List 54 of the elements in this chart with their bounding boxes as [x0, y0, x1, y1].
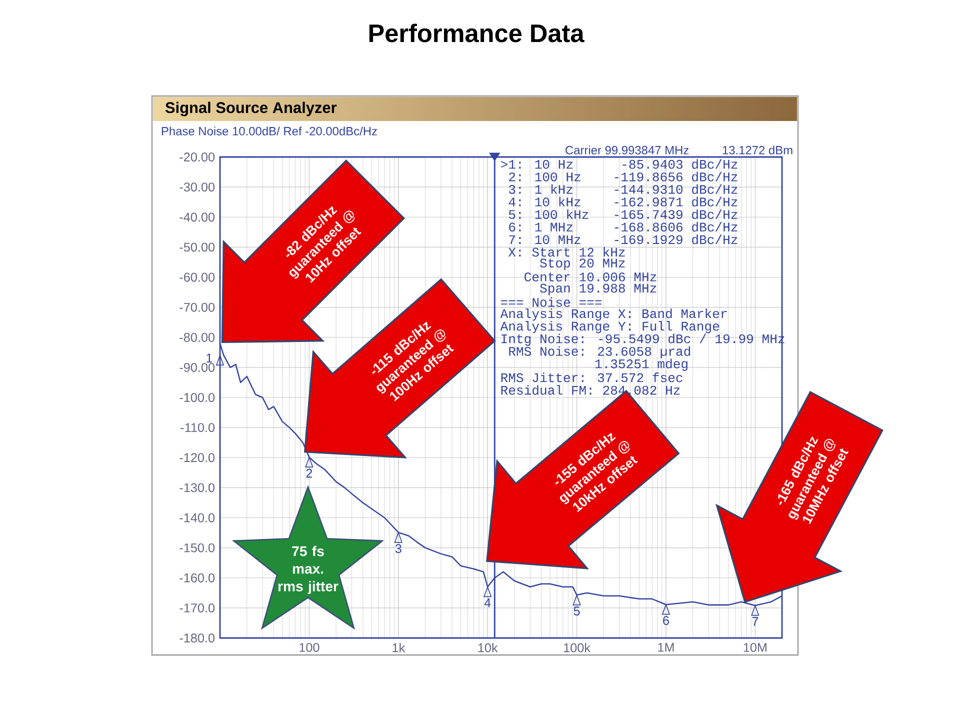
- y-tick-label: -70.00: [180, 302, 215, 312]
- annotation: Residual FM: 284.082 Hz: [501, 385, 680, 395]
- y-tick-label: -20.00: [180, 152, 215, 162]
- y-tick-label: -130.0: [180, 483, 215, 492]
- annotation: Center 10.006 MHz: [524, 272, 656, 282]
- text: 13.1272 dBm: [722, 146, 792, 154]
- annotation: 5: 100 kHz -165.7439 dBc/Hz: [508, 209, 738, 220]
- annotation: 7: [752, 617, 758, 626]
- annotation: 6: 1 MHz -168.8606 dBc/Hz: [509, 222, 738, 232]
- annotation: Analysis Range Y: Full Range: [500, 321, 720, 334]
- annotation: RMS Noise: 23.6058 µrad: [509, 346, 690, 358]
- annotation: >1: 10 Hz -85.9403 dBc/Hz: [501, 159, 738, 169]
- y-tick-label: -40.00: [180, 212, 215, 222]
- x-tick-label: 10k: [478, 642, 498, 652]
- y-tick-label: -120.0: [180, 453, 215, 462]
- x-tick-label: 100k: [564, 642, 591, 652]
- chart-subtitle: Signal Source Analyzer: [165, 102, 337, 116]
- annotation: 4: [484, 598, 491, 608]
- y-tick-label: -170.0: [180, 603, 215, 612]
- y-tick-label: -50.00: [180, 242, 215, 252]
- annotation: 1.35251 mdeg: [595, 358, 688, 371]
- annotation: 2: [306, 468, 312, 478]
- y-tick-label: -90.00: [180, 362, 215, 372]
- y-tick-label: -30.00: [180, 182, 215, 192]
- annotation: 5: [574, 606, 580, 616]
- y-tick-label: -100.0: [180, 393, 215, 402]
- y-tick-label: -160.0: [180, 573, 215, 582]
- annotation: 4: 10 kHz -162.9871 dBc/Hz: [508, 196, 738, 206]
- y-tick-label: -150.0: [180, 543, 215, 552]
- text: Carrier 99.993847 MHz: [566, 146, 689, 154]
- y-tick-label: -180.0: [180, 634, 215, 642]
- annotation: Span 19.988 MHz: [540, 284, 656, 296]
- annotation: Stop 20 MHz: [540, 258, 625, 270]
- x-tick-label: 10M: [744, 642, 766, 652]
- annotation: 7: 10 MHz -169.1929 dBc/Hz: [509, 234, 738, 244]
- x-tick-label: 100: [300, 642, 320, 652]
- y-tick-label: -60.00: [180, 272, 215, 282]
- y-tick-label: -110.0: [180, 423, 215, 432]
- x-tick-label: 1k: [392, 642, 406, 652]
- x-tick-label: 1M: [658, 642, 674, 652]
- y-tick-label: -140.0: [180, 513, 215, 522]
- annotation: 1: [206, 354, 212, 362]
- annotation: X: Start 12 kHz: [508, 247, 625, 257]
- annotation: 3: 1 kHz -144.9310 dBc/Hz: [508, 184, 738, 194]
- text: Phase Noise 10.00dB/ Ref -20.00dBc/Hz: [162, 126, 377, 136]
- annotation: Analysis Range X: Band Marker: [500, 308, 727, 321]
- annotation: 3: [395, 544, 402, 554]
- annotation: 6: [663, 616, 669, 626]
- annotation: 2: 100 Hz -119.8656 dBc/Hz: [509, 172, 738, 182]
- chart-title: Performance Data: [369, 24, 584, 42]
- annotation: RMS Jitter: 37.572 fsec: [501, 372, 682, 382]
- y-tick-label: -80.00: [180, 332, 215, 342]
- annotation: 75 fs max. rms jitter: [278, 546, 338, 594]
- annotation: === Noise ===: [501, 297, 602, 307]
